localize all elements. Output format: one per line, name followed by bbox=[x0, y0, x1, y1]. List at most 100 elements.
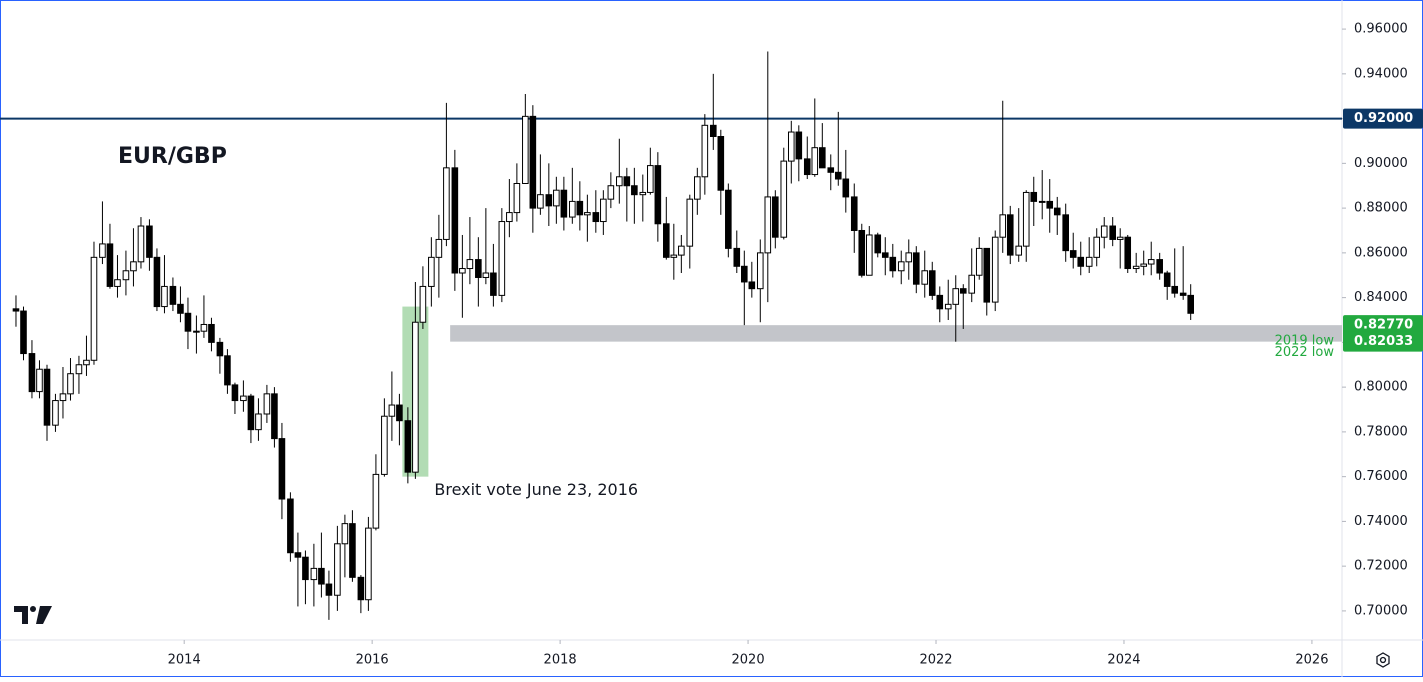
x-tick-label: 2024 bbox=[1107, 653, 1140, 668]
candle-body bbox=[569, 200, 576, 218]
candle bbox=[725, 183, 732, 258]
candle bbox=[12, 295, 20, 327]
candle-body bbox=[278, 438, 286, 500]
candle bbox=[1163, 270, 1171, 300]
candle-body bbox=[1077, 256, 1085, 267]
candle bbox=[795, 125, 803, 182]
candle bbox=[772, 190, 779, 249]
y-tick-label: 0.74000 bbox=[1354, 514, 1408, 529]
candle bbox=[537, 154, 544, 215]
candle-body bbox=[827, 167, 835, 173]
candle-body bbox=[1006, 214, 1014, 256]
candle-body bbox=[43, 368, 51, 426]
candle bbox=[1179, 246, 1187, 300]
candle bbox=[1015, 208, 1023, 262]
candle bbox=[412, 281, 419, 479]
candle bbox=[623, 167, 631, 222]
candle-body bbox=[184, 312, 192, 332]
price-tag bbox=[1343, 315, 1423, 336]
candle bbox=[678, 234, 685, 274]
candle bbox=[819, 123, 826, 169]
candle bbox=[200, 295, 208, 338]
candle bbox=[764, 51, 772, 303]
candle-body bbox=[67, 373, 74, 395]
candle bbox=[944, 279, 952, 320]
candle-body bbox=[130, 261, 137, 272]
candle-body bbox=[287, 498, 294, 554]
x-tick-label: 2020 bbox=[732, 653, 765, 668]
candle bbox=[28, 340, 36, 399]
candle bbox=[560, 176, 568, 231]
candle-body bbox=[678, 245, 685, 256]
candle-body bbox=[733, 247, 741, 267]
candle bbox=[146, 219, 153, 271]
candle-body bbox=[701, 124, 709, 178]
candle bbox=[576, 181, 584, 231]
y-tick-label: 0.94000 bbox=[1354, 66, 1408, 81]
candle-body bbox=[1163, 272, 1171, 287]
candle-body bbox=[459, 268, 466, 274]
candle bbox=[1093, 228, 1101, 267]
candle-body bbox=[912, 252, 920, 285]
candle-body bbox=[889, 256, 897, 272]
chart-title: EUR/GBP bbox=[118, 144, 227, 169]
candle-body bbox=[576, 200, 584, 216]
candle-body bbox=[12, 308, 20, 312]
candle-body bbox=[905, 252, 913, 263]
candle bbox=[294, 532, 302, 607]
candle bbox=[865, 226, 873, 276]
candle-body bbox=[1069, 250, 1077, 258]
candle-body bbox=[881, 252, 889, 258]
candle-body bbox=[1156, 259, 1163, 274]
y-tick-label: 0.88000 bbox=[1354, 201, 1408, 216]
candle bbox=[381, 398, 388, 477]
price-tag-label: 0.92000 bbox=[1354, 111, 1413, 126]
candle bbox=[435, 214, 443, 298]
candle bbox=[334, 525, 341, 611]
candle-body bbox=[161, 285, 168, 308]
candle bbox=[569, 167, 576, 224]
candle bbox=[318, 532, 325, 598]
candle-body bbox=[193, 330, 200, 333]
candle-body bbox=[490, 272, 497, 296]
candle bbox=[686, 194, 694, 269]
candle-body bbox=[419, 285, 427, 323]
candle bbox=[881, 237, 889, 276]
candle bbox=[372, 454, 380, 531]
candle-body bbox=[600, 198, 607, 223]
y-tick-label: 0.96000 bbox=[1354, 22, 1408, 37]
highlight-label: Brexit vote June 23, 2016 bbox=[434, 480, 638, 499]
candle bbox=[475, 237, 482, 307]
candle bbox=[459, 234, 466, 318]
candle bbox=[1077, 241, 1085, 276]
candle-body bbox=[216, 341, 224, 357]
candle-body bbox=[83, 359, 90, 366]
candle bbox=[428, 237, 435, 307]
candle bbox=[184, 297, 192, 350]
candle bbox=[1171, 248, 1179, 298]
candle bbox=[75, 355, 83, 394]
zone-low-name: 2022 low bbox=[1275, 345, 1335, 360]
candle bbox=[694, 167, 701, 215]
candle bbox=[231, 382, 239, 414]
candle bbox=[803, 136, 811, 180]
candle-body bbox=[1124, 236, 1132, 270]
candle-body bbox=[1085, 256, 1093, 267]
candle-body bbox=[1171, 285, 1179, 294]
candle bbox=[545, 163, 553, 227]
settings-button[interactable] bbox=[1376, 652, 1390, 668]
candle bbox=[647, 147, 654, 195]
candle-body bbox=[310, 567, 318, 581]
candle-body bbox=[983, 247, 991, 303]
candle bbox=[106, 223, 114, 289]
candle bbox=[1062, 203, 1070, 262]
candle bbox=[921, 250, 929, 298]
candle bbox=[780, 147, 788, 240]
candle-body bbox=[944, 303, 952, 310]
candle-body bbox=[741, 265, 748, 283]
candle-body bbox=[921, 270, 929, 285]
candle-body bbox=[372, 473, 380, 529]
candle-body bbox=[28, 353, 36, 393]
